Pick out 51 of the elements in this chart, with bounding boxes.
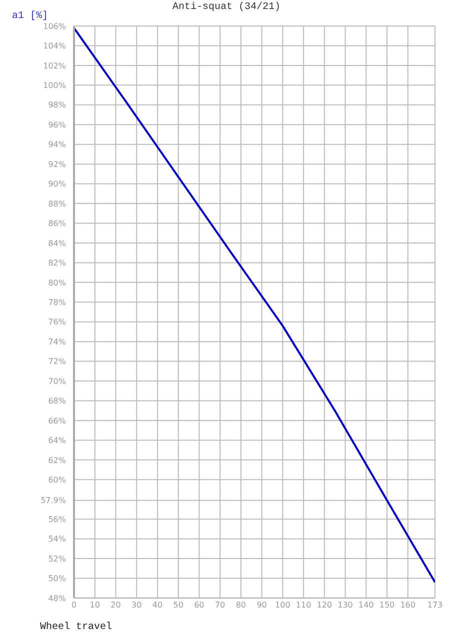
x-tick-label: 20 (110, 600, 121, 610)
y-tick-label: 90% (48, 180, 66, 189)
y-tick-label: 86% (48, 219, 66, 228)
x-tick-label: 60 (194, 600, 204, 610)
y-tick-label: 78% (48, 298, 66, 307)
x-tick-label: 80 (236, 600, 246, 610)
y-tick-label: 52% (48, 554, 66, 564)
x-tick-label: 150 (379, 600, 395, 610)
y-tick-label: 106% (43, 22, 66, 31)
y-tick-label: 62% (48, 456, 66, 465)
x-tick-label: 40 (152, 600, 163, 610)
y-tick-label: 64% (48, 436, 66, 446)
y-tick-label: 72% (48, 357, 66, 366)
y-tick-label: 100% (43, 81, 66, 90)
y-tick-label: 76% (48, 318, 66, 327)
y-tick-label: 54% (48, 534, 66, 544)
x-tick-label: 110 (296, 600, 312, 610)
y-tick-label: 96% (48, 120, 66, 130)
x-tick-label: 173 (427, 600, 443, 610)
y-tick-label: 60% (48, 475, 66, 484)
y-tick-label: 82% (48, 258, 66, 268)
x-tick-label: 90 (256, 600, 267, 610)
y-tick-label: 66% (48, 416, 66, 426)
y-tick-label: 68% (48, 396, 66, 406)
x-tick-label: 10 (90, 600, 100, 610)
y-tick-label: 57.9% (40, 496, 66, 506)
y-tick-label: 102% (43, 61, 66, 70)
y-tick-label: 48% (48, 594, 66, 603)
y-tick-label: 104% (43, 42, 66, 51)
y-tick-label: 84% (48, 238, 66, 248)
y-tick-label: 92% (48, 160, 66, 169)
x-tick-label: 120 (316, 600, 332, 610)
x-tick-label: 50 (173, 600, 184, 610)
y-tick-label: 56% (48, 514, 66, 524)
x-tick-label: 140 (358, 600, 374, 610)
y-tick-label: 98% (48, 100, 66, 110)
x-axis-title: Wheel travel (40, 622, 112, 633)
y-tick-label: 70% (48, 376, 66, 386)
y-tick-label: 94% (48, 140, 66, 150)
y-axis-title: a1 [%] (12, 11, 48, 22)
y-tick-label: 88% (48, 199, 66, 208)
x-tick-label: 30 (132, 600, 142, 610)
y-tick-label: 74% (48, 337, 66, 346)
x-tick-label: 130 (338, 600, 353, 610)
x-tick-label: 0 (71, 600, 77, 610)
x-tick-label: 100 (275, 600, 290, 610)
x-tick-label: 70 (214, 600, 226, 610)
x-tick-label: 160 (400, 600, 416, 610)
y-tick-label: 80% (48, 278, 66, 288)
y-tick-label: 50% (48, 574, 66, 584)
chart-title: Anti-squat (34/21) (172, 2, 281, 13)
